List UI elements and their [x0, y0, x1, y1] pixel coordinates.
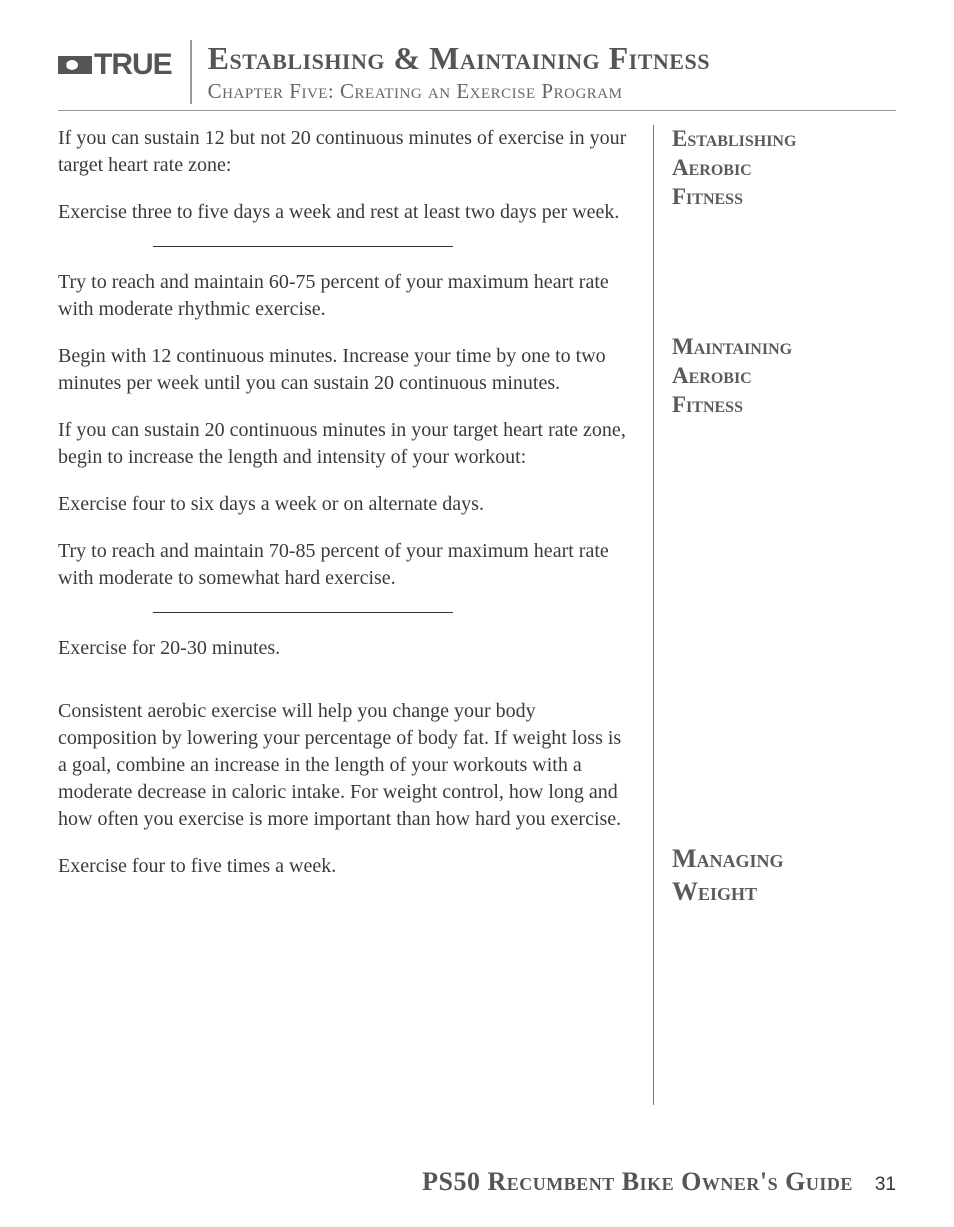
page-subtitle: Chapter Five: Creating an Exercise Progr…	[208, 79, 896, 104]
sidebar: Establishing Aerobic Fitness Maintaining…	[653, 125, 873, 1105]
paragraph: If you can sustain 12 but not 20 continu…	[58, 125, 629, 179]
sidebar-heading-maintaining: Maintaining Aerobic Fitness	[654, 333, 792, 419]
page-footer: PS50 Recumbent Bike Owner's Guide 31	[58, 1167, 896, 1197]
paragraph: Exercise three to five days a week and r…	[58, 199, 629, 226]
page-title: Establishing & Maintaining Fitness	[208, 40, 896, 77]
page-number: 31	[875, 1174, 896, 1196]
sidebar-heading-line: Aerobic	[672, 362, 792, 391]
paragraph: Begin with 12 continuous minutes. Increa…	[58, 343, 629, 397]
sidebar-heading-line: Maintaining	[672, 333, 792, 362]
paragraph: Exercise four to five times a week.	[58, 853, 629, 880]
sidebar-heading-line: Aerobic	[672, 154, 796, 183]
true-logo-icon	[58, 53, 92, 77]
paragraph: Try to reach and maintain 60-75 percent …	[58, 269, 629, 323]
paragraph: Consistent aerobic exercise will help yo…	[58, 698, 629, 833]
sidebar-heading-line: Fitness	[672, 183, 796, 212]
paragraph: Exercise four to six days a week or on a…	[58, 491, 629, 518]
logo-text: TRUE	[94, 48, 172, 82]
section-rule	[153, 612, 453, 613]
sidebar-heading-line: Managing	[672, 843, 784, 876]
sidebar-heading-establishing: Establishing Aerobic Fitness	[654, 125, 796, 211]
paragraph: If you can sustain 20 continuous minutes…	[58, 417, 629, 471]
sidebar-heading-line: Weight	[672, 876, 784, 909]
logo: TRUE	[58, 48, 190, 82]
main-column: If you can sustain 12 but not 20 continu…	[58, 125, 653, 1105]
title-block: Establishing & Maintaining Fitness Chapt…	[190, 40, 896, 104]
body-columns: If you can sustain 12 but not 20 continu…	[58, 125, 896, 1105]
paragraph: Exercise for 20-30 minutes.	[58, 635, 629, 662]
sidebar-heading-managing: Managing Weight	[654, 843, 784, 908]
section-rule	[153, 246, 453, 247]
footer-title: PS50 Recumbent Bike Owner's Guide	[422, 1167, 853, 1197]
paragraph: Try to reach and maintain 70-85 percent …	[58, 538, 629, 592]
sidebar-heading-line: Establishing	[672, 125, 796, 154]
sidebar-heading-line: Fitness	[672, 391, 792, 420]
page-header: TRUE Establishing & Maintaining Fitness …	[58, 40, 896, 111]
